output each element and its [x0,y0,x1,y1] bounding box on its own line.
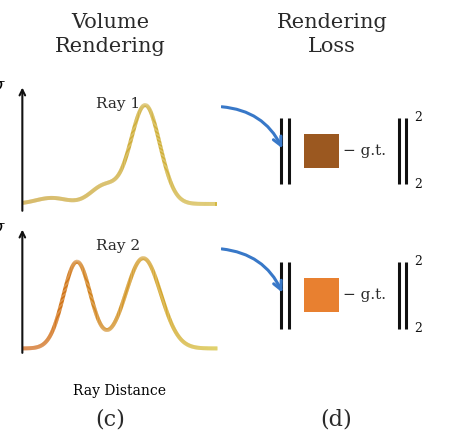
Text: Ray Distance: Ray Distance [73,385,166,398]
Bar [304,278,339,312]
Text: 2: 2 [414,255,422,269]
Text: Ray 2: Ray 2 [95,239,140,253]
Text: − g.t.: − g.t. [343,288,386,302]
Text: 2: 2 [414,178,422,191]
Text: (d): (d) [321,408,352,431]
Text: Rendering
Loss: Rendering Loss [277,13,387,56]
Text: 2: 2 [414,111,422,124]
Text: − g.t.: − g.t. [343,144,386,158]
Text: σ: σ [0,77,4,94]
Text: Volume
Rendering: Volume Rendering [55,13,166,56]
Text: Ray 1: Ray 1 [95,97,140,111]
Bar [304,134,339,168]
Text: (c): (c) [96,408,125,431]
Text: 2: 2 [414,322,422,335]
Text: σ: σ [0,219,4,236]
